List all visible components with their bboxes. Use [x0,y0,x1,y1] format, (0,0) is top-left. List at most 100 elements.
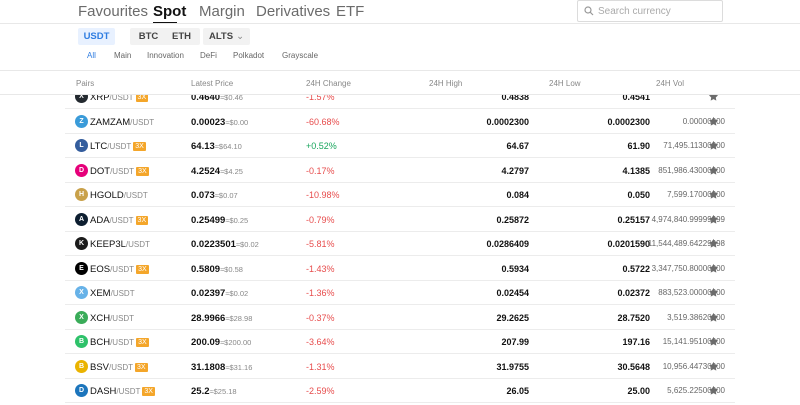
pair-cell[interactable]: ADA/USDT 3X [90,208,149,232]
star-icon[interactable] [708,287,719,298]
column-header-24h-high[interactable]: 24H High [429,79,463,88]
star-icon[interactable] [708,189,719,200]
table-row[interactable]: X XRP/USDT 3X 0.4640≈$0.46 -1.57% 0.4838 0.454… [65,95,735,109]
column-header-24h-low[interactable]: 24H Low [549,79,581,88]
usd-equivalent: ≈$0.25 [225,215,249,225]
leverage-badge: 3X [135,95,149,102]
pair-cell[interactable]: XCH/USDT [90,306,134,330]
vol-24h: 3,347,750.80000000 [651,263,725,273]
pair-base: BSV [90,361,110,373]
tab-derivatives[interactable]: Derivatives [256,3,331,20]
sub-tab-innovation[interactable]: Innovation [147,51,184,60]
pair-cell[interactable]: DASH/USDT 3X [90,379,155,403]
sub-tab-all[interactable]: All [87,51,96,60]
column-header-latest-price[interactable]: Latest Price [191,79,234,88]
table-row[interactable]: X XCH/USDT 28.9966≈$28.98 -0.37% 29.2625 28.7… [65,306,735,330]
table-row[interactable]: Z ZAMZAM/USDT 0.00023≈$0.00 -60.68% 0.000230… [65,110,735,134]
latest-price-cell: 0.5809≈$0.58 [191,257,243,281]
tab-favourites[interactable]: Favourites [78,3,149,20]
pair-base: XEM [90,288,111,299]
pair-cell[interactable]: XEM/USDT [90,281,135,305]
vol-24h: 10,956.44730000 [662,361,725,371]
star-icon[interactable] [708,95,719,102]
star-icon[interactable] [708,312,719,323]
star-icon[interactable] [708,263,719,274]
quote-tab-btc[interactable]: BTC [130,28,167,45]
star-icon[interactable] [708,361,719,372]
pair-cell[interactable]: DOT/USDT 3X [90,159,149,183]
star-icon[interactable] [708,116,719,127]
pair-cell[interactable]: EOS/USDT 3X [90,257,149,281]
star-icon[interactable] [708,140,719,151]
table-row[interactable]: H HGOLD/USDT 0.073≈$0.07 -10.98% 0.084 0.050 7… [65,183,735,207]
pair-base: KEEP3L [90,239,126,250]
table-row[interactable]: D DASH/USDT 3X 25.2≈$25.18 -2.59% 26.05 25.00 5… [65,379,735,403]
latest-price: 0.25499 [191,214,226,226]
divider [0,70,800,71]
pair-base: ADA [90,214,110,226]
table-row[interactable]: K KEEP3L/USDT 0.0223501≈$0.02 -5.81% 0.02864… [65,232,735,256]
sub-tab-grayscale[interactable]: Grayscale [282,51,319,60]
quote-tab-eth[interactable]: ETH [163,28,200,45]
column-header-pairs[interactable]: Pairs [76,79,95,88]
pair-cell[interactable]: BSV/USDT 3X [90,355,148,379]
table-row[interactable]: B BSV/USDT 3X 31.1808≈$31.16 -1.31% 31.9755 30… [65,355,735,379]
column-header-24h-change[interactable]: 24H Change [306,79,351,88]
hgold-icon: H [75,188,88,201]
table-row[interactable]: D DOT/USDT 3X 4.2524≈$4.25 -0.17% 4.2797 4.138… [65,159,735,183]
tab-spot[interactable]: Spot [153,3,187,20]
pair-base: XCH [90,312,111,324]
usd-equivalent: ≈$0.02 [235,240,259,249]
star-icon[interactable] [708,214,719,225]
high-24h: 0.0286409 [486,239,529,249]
quote-tab-alts-label: ALTS [208,31,234,42]
sub-tab-main[interactable]: Main [114,51,132,60]
pair-quote: /USDT [110,166,135,176]
table-row[interactable]: A ADA/USDT 3X 0.25499≈$0.25 -0.79% 0.25872 0.2… [65,208,735,232]
leverage-badge: 3X [136,264,149,274]
pair-quote: /USDT [107,142,132,151]
search-input[interactable] [598,3,718,19]
latest-price: 0.02397 [191,288,226,299]
low-24h: 0.4541 [622,95,650,102]
quote-tab-alts[interactable]: ALTS ⌄ [203,28,250,45]
star-icon[interactable] [708,165,719,176]
tab-margin[interactable]: Margin [199,3,245,20]
usd-equivalent: ≈$31.16 [225,362,253,372]
pair-quote: /USDT [110,313,135,323]
star-icon[interactable] [708,238,719,249]
table-row[interactable]: L LTC/USDT 3X 64.13≈$64.10 +0.52% 64.67 61.90 7… [65,134,735,158]
table-row[interactable]: B BCH/USDT 3X 200.09≈$200.00 -3.64% 207.99 197… [65,330,735,354]
sub-tab-polkadot[interactable]: Polkadot [233,51,265,60]
pair-cell[interactable]: XRP/USDT 3X [90,95,149,109]
vol-24h: 851,986.43000000 [658,165,725,175]
usd-equivalent: ≈$200.00 [220,338,252,347]
tab-etf[interactable]: ETF [336,3,365,20]
pair-quote: /USDT [125,240,150,249]
low-24h: 0.02372 [617,288,650,298]
low-24h: 28.7520 [617,312,650,323]
usd-equivalent: ≈$28.98 [225,313,253,323]
column-header-24h-vol[interactable]: 24H Vol [656,79,685,88]
pair-cell[interactable]: ZAMZAM/USDT [90,110,154,134]
star-icon[interactable] [708,385,719,396]
high-24h: 207.99 [501,337,529,347]
table-row[interactable]: E EOS/USDT 3X 0.5809≈$0.58 -1.43% 0.5934 0.572… [65,257,735,281]
latest-price-cell: 0.073≈$0.07 [191,183,238,207]
table-row[interactable]: X XEM/USDT 0.02397≈$0.02 -1.36% 0.02454 0.023… [65,281,735,305]
vol-24h: 4,974,840.99999999 [651,214,725,224]
pair-cell[interactable]: HGOLD/USDT [90,183,148,207]
latest-price: 0.00023 [191,116,226,128]
pair-cell[interactable]: BCH/USDT 3X [90,330,149,354]
sub-tab-defi[interactable]: DeFi [200,51,217,60]
high-24h: 26.05 [506,386,529,396]
pair-cell[interactable]: LTC/USDT 3X [90,134,146,158]
latest-price-cell: 0.0223501≈$0.02 [191,232,259,256]
pair-base: ZAMZAM [90,116,131,128]
low-24h: 4.1385 [622,165,650,176]
pair-cell[interactable]: KEEP3L/USDT [90,232,150,256]
low-24h: 0.0201590 [607,239,650,249]
quote-tab-usdt[interactable]: USDT [78,28,115,45]
pair-quote: /USDT [123,191,148,200]
star-icon[interactable] [708,336,719,347]
